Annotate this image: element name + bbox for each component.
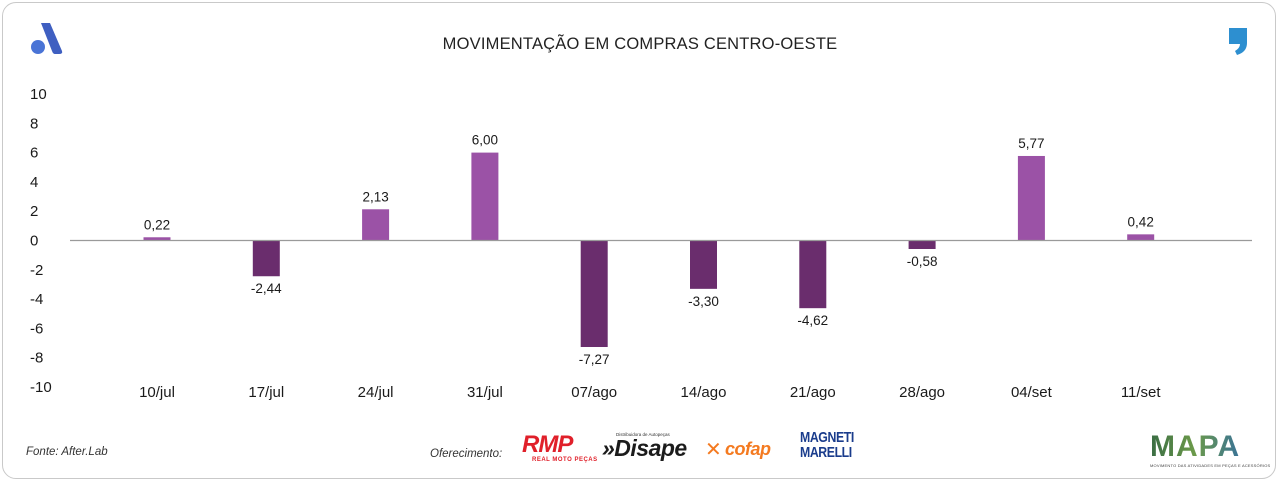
bar-28-ago <box>908 240 936 249</box>
y-tick-label: 10 <box>30 86 47 103</box>
x-tick-label: 24/jul <box>358 384 394 401</box>
magneti-logo-line1: MAGNETI <box>800 429 854 446</box>
y-tick-label: 0 <box>30 233 38 250</box>
rmp-logo[interactable]: RMP REAL MOTO PEÇAS <box>522 431 597 464</box>
x-tick-label: 10/jul <box>139 384 175 401</box>
disape-logo-subtitle: Distribuidora de Autopeças <box>616 432 670 437</box>
x-tick-label: 07/ago <box>571 384 617 401</box>
magneti-logo-line2: MARELLI <box>800 444 852 461</box>
a-logo-icon <box>31 23 63 54</box>
bar-10-jul <box>143 237 171 241</box>
bar-24-jul <box>362 209 390 241</box>
source-note: Fonte: After.Lab <box>26 446 108 458</box>
data-label: -7,27 <box>579 352 610 367</box>
x-tick-label: 17/jul <box>248 384 284 401</box>
data-label: 0,42 <box>1128 214 1154 229</box>
sponsored-by-label: Oferecimento: <box>430 448 503 460</box>
bar-21-ago <box>799 240 827 309</box>
x-tick-label: 11/set <box>1121 384 1162 401</box>
data-label: 2,13 <box>362 189 388 204</box>
data-label: 0,22 <box>144 217 170 232</box>
x-tick-label: 21/ago <box>790 384 836 401</box>
data-label: -2,44 <box>251 281 282 296</box>
bar-17-jul <box>252 240 280 277</box>
x-tick-label: 04/set <box>1011 384 1053 401</box>
mapa-logo[interactable]: MAPA MOVIMENTO DAS ATIVIDADES EM PEÇAS E… <box>1150 432 1271 472</box>
y-tick-label: -6 <box>30 320 43 337</box>
y-tick-label: 4 <box>30 174 38 191</box>
bar-11-set <box>1127 234 1155 241</box>
y-tick-label: 6 <box>30 145 38 162</box>
data-label: -0,58 <box>907 254 938 269</box>
data-label: -3,30 <box>688 294 719 309</box>
bar-31-jul <box>471 152 499 241</box>
y-tick-label: 2 <box>30 203 38 220</box>
bar-14-ago <box>690 240 717 289</box>
data-label: -4,62 <box>797 313 828 328</box>
bar-07-ago <box>580 240 608 348</box>
chart-title: MOVIMENTAÇÃO EM COMPRAS CENTRO-OESTE <box>442 35 838 53</box>
y-tick-label: -10 <box>30 379 52 396</box>
y-tick-label: -2 <box>30 262 43 279</box>
disape-logo-mark: »Disape <box>602 435 687 461</box>
cofap-logo[interactable]: ✕ cofap <box>705 438 793 462</box>
x-tick-label: 14/ago <box>681 384 727 401</box>
disape-logo[interactable]: Distribuidora de Autopeças »Disape <box>602 432 694 462</box>
rmp-logo-subtitle: REAL MOTO PEÇAS <box>532 457 598 463</box>
comma-logo-icon <box>1229 28 1247 55</box>
cofap-logo-mark: cofap <box>725 439 771 459</box>
x-tick-label: 28/ago <box>899 384 945 401</box>
cofap-x-icon: ✕ <box>705 439 722 461</box>
data-label: 6,00 <box>472 133 498 148</box>
y-tick-label: 8 <box>30 115 38 132</box>
mapa-logo-subtitle: MOVIMENTO DAS ATIVIDADES EM PEÇAS E ACES… <box>1150 463 1271 468</box>
magneti-marelli-logo[interactable]: MAGNETI MARELLI <box>800 430 868 464</box>
y-tick-label: -8 <box>30 350 43 367</box>
y-tick-label: -4 <box>30 291 43 308</box>
rmp-logo-mark: RMP <box>522 431 573 458</box>
bar-04-set <box>1017 155 1045 241</box>
mapa-logo-mark: MAPA <box>1150 432 1250 462</box>
x-tick-label: 31/jul <box>467 384 503 401</box>
data-label: 5,77 <box>1018 136 1044 151</box>
